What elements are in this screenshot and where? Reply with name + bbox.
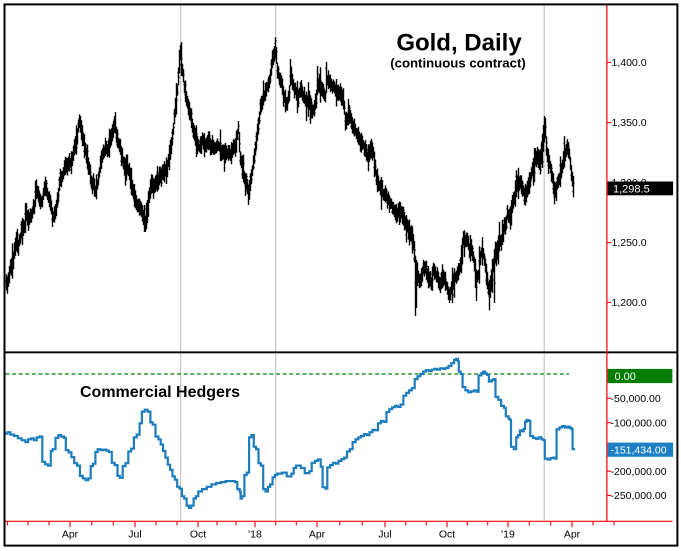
svg-text:Apr: Apr bbox=[309, 529, 326, 541]
svg-text:1,350.0: 1,350.0 bbox=[612, 117, 647, 129]
svg-text:Jul: Jul bbox=[378, 529, 391, 541]
svg-text:1,250.0: 1,250.0 bbox=[612, 237, 647, 249]
svg-text:1,200.0: 1,200.0 bbox=[612, 297, 647, 309]
svg-text:Apr: Apr bbox=[564, 529, 581, 541]
svg-text:-151,434.00: -151,434.00 bbox=[611, 445, 667, 457]
svg-text:(continuous contract): (continuous contract) bbox=[390, 56, 526, 71]
svg-text:-50,000.00: -50,000.00 bbox=[611, 393, 661, 405]
svg-text:'18: '18 bbox=[248, 529, 262, 541]
svg-text:Oct: Oct bbox=[190, 529, 206, 541]
svg-text:Commercial Hedgers: Commercial Hedgers bbox=[80, 384, 240, 401]
svg-text:-200,000.00: -200,000.00 bbox=[611, 466, 667, 478]
svg-text:0.00: 0.00 bbox=[615, 371, 636, 383]
svg-text:-100,000.00: -100,000.00 bbox=[611, 417, 667, 429]
svg-text:Apr: Apr bbox=[62, 529, 79, 541]
svg-text:'19: '19 bbox=[501, 529, 515, 541]
svg-text:Oct: Oct bbox=[439, 529, 455, 541]
svg-text:Gold, Daily: Gold, Daily bbox=[396, 30, 522, 57]
svg-text:Jul: Jul bbox=[128, 529, 141, 541]
svg-text:1,298.5: 1,298.5 bbox=[613, 183, 650, 195]
svg-text:1,400.0: 1,400.0 bbox=[612, 57, 647, 69]
svg-text:-250,000.00: -250,000.00 bbox=[611, 490, 667, 502]
